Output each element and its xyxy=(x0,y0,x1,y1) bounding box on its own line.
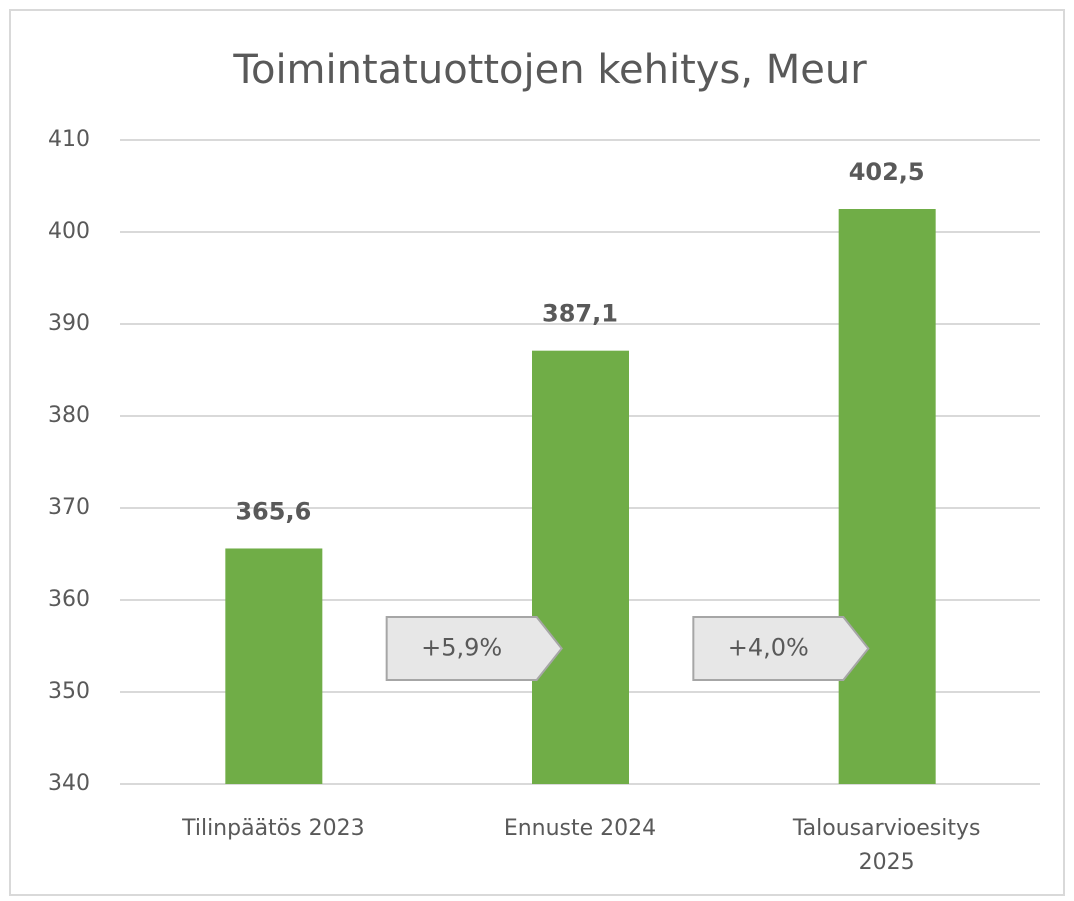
data-label: 402,5 xyxy=(849,158,925,186)
y-tick-label: 400 xyxy=(48,219,90,244)
x-tick-label: Ennuste 2024 xyxy=(503,816,657,841)
bar xyxy=(225,548,323,784)
y-tick-label: 380 xyxy=(48,403,90,428)
y-tick-label: 370 xyxy=(48,495,90,520)
y-tick-label: 350 xyxy=(48,679,90,704)
annotation-label: +5,9% xyxy=(421,634,502,662)
y-tick-label: 390 xyxy=(48,311,90,336)
chart-title: Toimintatuottojen kehitys, Meur xyxy=(232,47,867,93)
annotation-arrow xyxy=(385,616,563,681)
y-tick-label: 410 xyxy=(48,127,90,152)
bar xyxy=(838,209,936,784)
y-tick-label: 360 xyxy=(48,587,90,612)
annotation-label: +4,0% xyxy=(728,634,809,662)
bar xyxy=(532,350,629,784)
data-label: 365,6 xyxy=(235,497,311,525)
data-label: 387,1 xyxy=(542,300,618,328)
y-tick-label: 340 xyxy=(48,771,90,796)
x-tick-label: Tilinpäätös 2023 xyxy=(182,816,365,841)
annotation-arrow xyxy=(692,616,870,681)
x-tick-label: Talousarvioesitys 2025 xyxy=(792,816,981,875)
